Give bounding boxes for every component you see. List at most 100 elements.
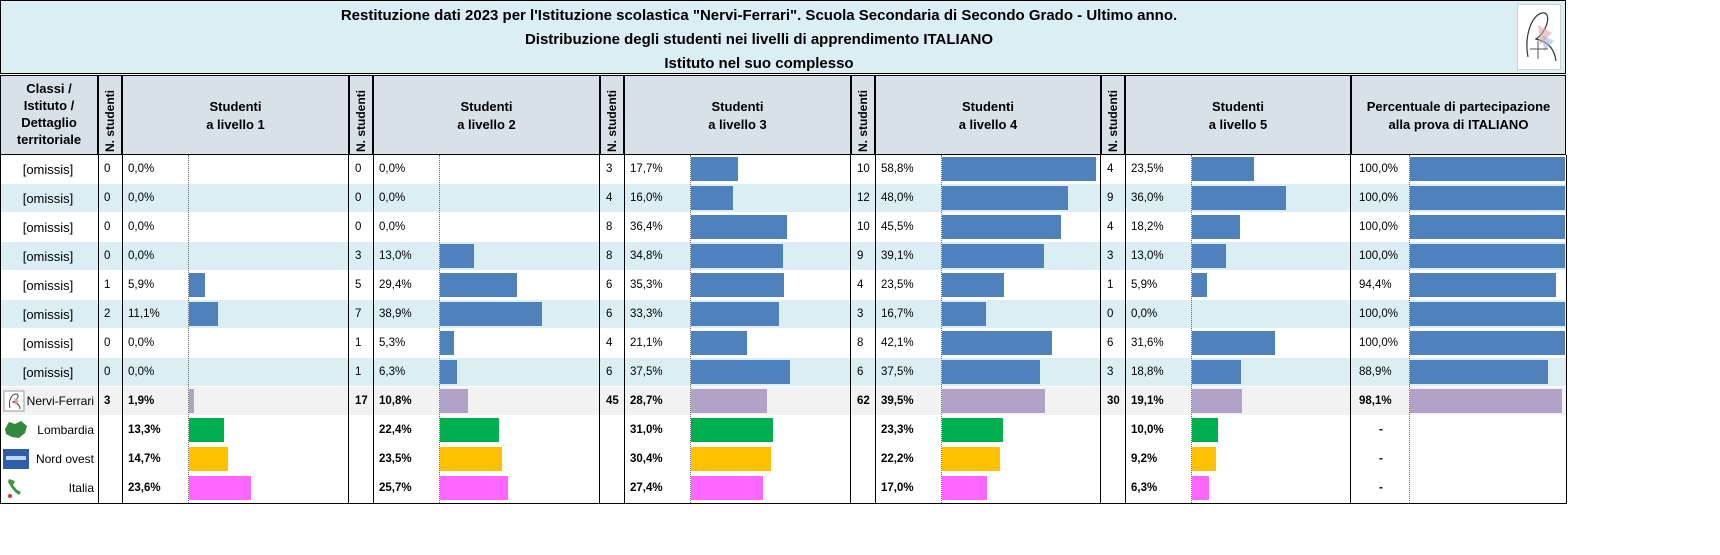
pct-level-2: 25,7%: [379, 482, 412, 494]
n-studenti-level-2: 0: [355, 163, 362, 175]
bar-level-3: [691, 244, 783, 268]
pct-level-5: 6,3%: [1131, 482, 1158, 494]
bar-level-5: [1192, 157, 1254, 181]
participation-bar: [1410, 273, 1557, 297]
grid-line: [1125, 155, 1126, 503]
header-first-column-line: territoriale: [16, 132, 82, 147]
row-label: [omissis]: [22, 278, 74, 293]
n-studenti-level-5: 9: [1107, 192, 1114, 204]
pct-level-1: 0,0%: [128, 337, 155, 349]
bar-level-3: [691, 186, 734, 210]
pct-level-4: 45,5%: [881, 221, 914, 233]
bar-level-2: [440, 389, 469, 413]
n-studenti-level-5: 4: [1107, 221, 1114, 233]
pct-level-3: 27,4%: [630, 482, 663, 494]
participation-pct: -: [1379, 424, 1383, 436]
grid-line: [624, 155, 625, 503]
bar-level-3: [691, 302, 779, 326]
bar-level-2: [440, 476, 508, 500]
n-studenti-level-5: 0: [1107, 308, 1114, 320]
header-n-studenti-label-3: N. studenti: [605, 90, 619, 152]
header-level-3: Studenti a livello 3: [624, 75, 851, 155]
pct-level-3: 21,1%: [630, 337, 663, 349]
n-studenti-level-5: 4: [1107, 163, 1114, 175]
n-studenti-level-2: 5: [355, 279, 362, 291]
grid-line: [373, 155, 374, 503]
header-level-4-line: Studenti: [962, 99, 1014, 114]
bar-level-5: [1192, 244, 1226, 268]
pct-level-1: 0,0%: [128, 250, 155, 262]
participation-pct: 94,4%: [1359, 279, 1392, 291]
n-studenti-level-3: 6: [606, 279, 613, 291]
row-label: [omissis]: [22, 162, 74, 177]
pct-level-3: 37,5%: [630, 366, 663, 378]
participation-bar: [1410, 389, 1563, 413]
bar-level-4: [942, 418, 1003, 442]
pct-level-4: 17,0%: [881, 482, 914, 494]
n-studenti-level-3: 4: [606, 192, 613, 204]
pct-level-4: 39,5%: [881, 395, 914, 407]
pct-level-1: 14,7%: [128, 453, 161, 465]
grid-line: [599, 155, 600, 503]
pct-level-2: 23,5%: [379, 453, 412, 465]
row-label: [omissis]: [22, 365, 74, 380]
pct-level-2: 6,3%: [379, 366, 406, 378]
bar-level-3: [691, 273, 784, 297]
pct-level-4: 39,1%: [881, 250, 914, 262]
participation-bar: [1410, 186, 1565, 210]
bar-level-1: [189, 447, 228, 471]
bar-level-4: [942, 273, 1004, 297]
bar-level-2: [440, 244, 475, 268]
participation-pct: 100,0%: [1359, 308, 1399, 320]
pct-level-2: 38,9%: [379, 308, 412, 320]
n-studenti-level-5: 1: [1107, 279, 1114, 291]
n-studenti-level-4: 3: [857, 308, 864, 320]
school-logo: [1517, 4, 1561, 70]
pct-level-3: 31,0%: [630, 424, 663, 436]
n-studenti-level-4: 9: [857, 250, 864, 262]
n-studenti-level-3: 8: [606, 221, 613, 233]
participation-pct: 88,9%: [1359, 366, 1392, 378]
bar-level-3: [691, 418, 773, 442]
n-studenti-level-4: 62: [857, 395, 870, 407]
participation-bar: [1410, 302, 1565, 326]
participation-pct: 100,0%: [1359, 192, 1399, 204]
bar-level-4: [942, 476, 987, 500]
participation-bar: [1410, 244, 1565, 268]
header-level-3-line: Studenti: [711, 99, 764, 114]
n-studenti-level-1: 0: [104, 221, 111, 233]
n-studenti-level-5: 3: [1107, 366, 1114, 378]
header-n-studenti-label-4: N. studenti: [856, 90, 870, 152]
bar-level-1: [189, 389, 194, 413]
n-studenti-level-3: 6: [606, 366, 613, 378]
grid-line: [875, 155, 876, 503]
bar-level-2: [440, 302, 543, 326]
bar-level-4: [942, 447, 1001, 471]
bar-level-5: [1192, 476, 1209, 500]
header-level-4: Studenti a livello 4: [875, 75, 1101, 155]
header-level-2-line: Studenti: [460, 99, 513, 114]
participation-bar: [1410, 331, 1565, 355]
row-label: Nervi-Ferrari: [26, 394, 94, 408]
pct-level-4: 58,8%: [881, 163, 914, 175]
table-row-2: [omissis] 0 0,0% 0 0,0% 4 16,0% 12 48,0% 9 36,0% 10…: [0, 184, 1566, 213]
n-studenti-level-1: 0: [104, 163, 111, 175]
header-level-5-line: Studenti: [1212, 99, 1264, 114]
header-first-column-line: Classi /: [26, 81, 72, 96]
grid-line: [98, 155, 99, 503]
bar-level-4: [942, 331, 1053, 355]
grid-line: [348, 155, 349, 503]
pct-level-4: 23,5%: [881, 279, 914, 291]
n-studenti-level-3: 4: [606, 337, 613, 349]
grid-line: [1409, 155, 1410, 503]
n-studenti-level-5: 6: [1107, 337, 1114, 349]
title-banner: Restituzione dati 2023 per l'Istituzione…: [0, 0, 1566, 74]
pct-level-1: 5,9%: [128, 279, 155, 291]
bar-level-3: [691, 360, 790, 384]
header-n-studenti-2: N. studenti: [349, 75, 373, 155]
pct-level-5: 10,0%: [1131, 424, 1164, 436]
pct-level-5: 9,2%: [1131, 453, 1158, 465]
pct-level-3: 36,4%: [630, 221, 663, 233]
pct-level-4: 23,3%: [881, 424, 914, 436]
header-first-column: Classi / Istituto / Dettaglio territoriale: [0, 75, 98, 155]
